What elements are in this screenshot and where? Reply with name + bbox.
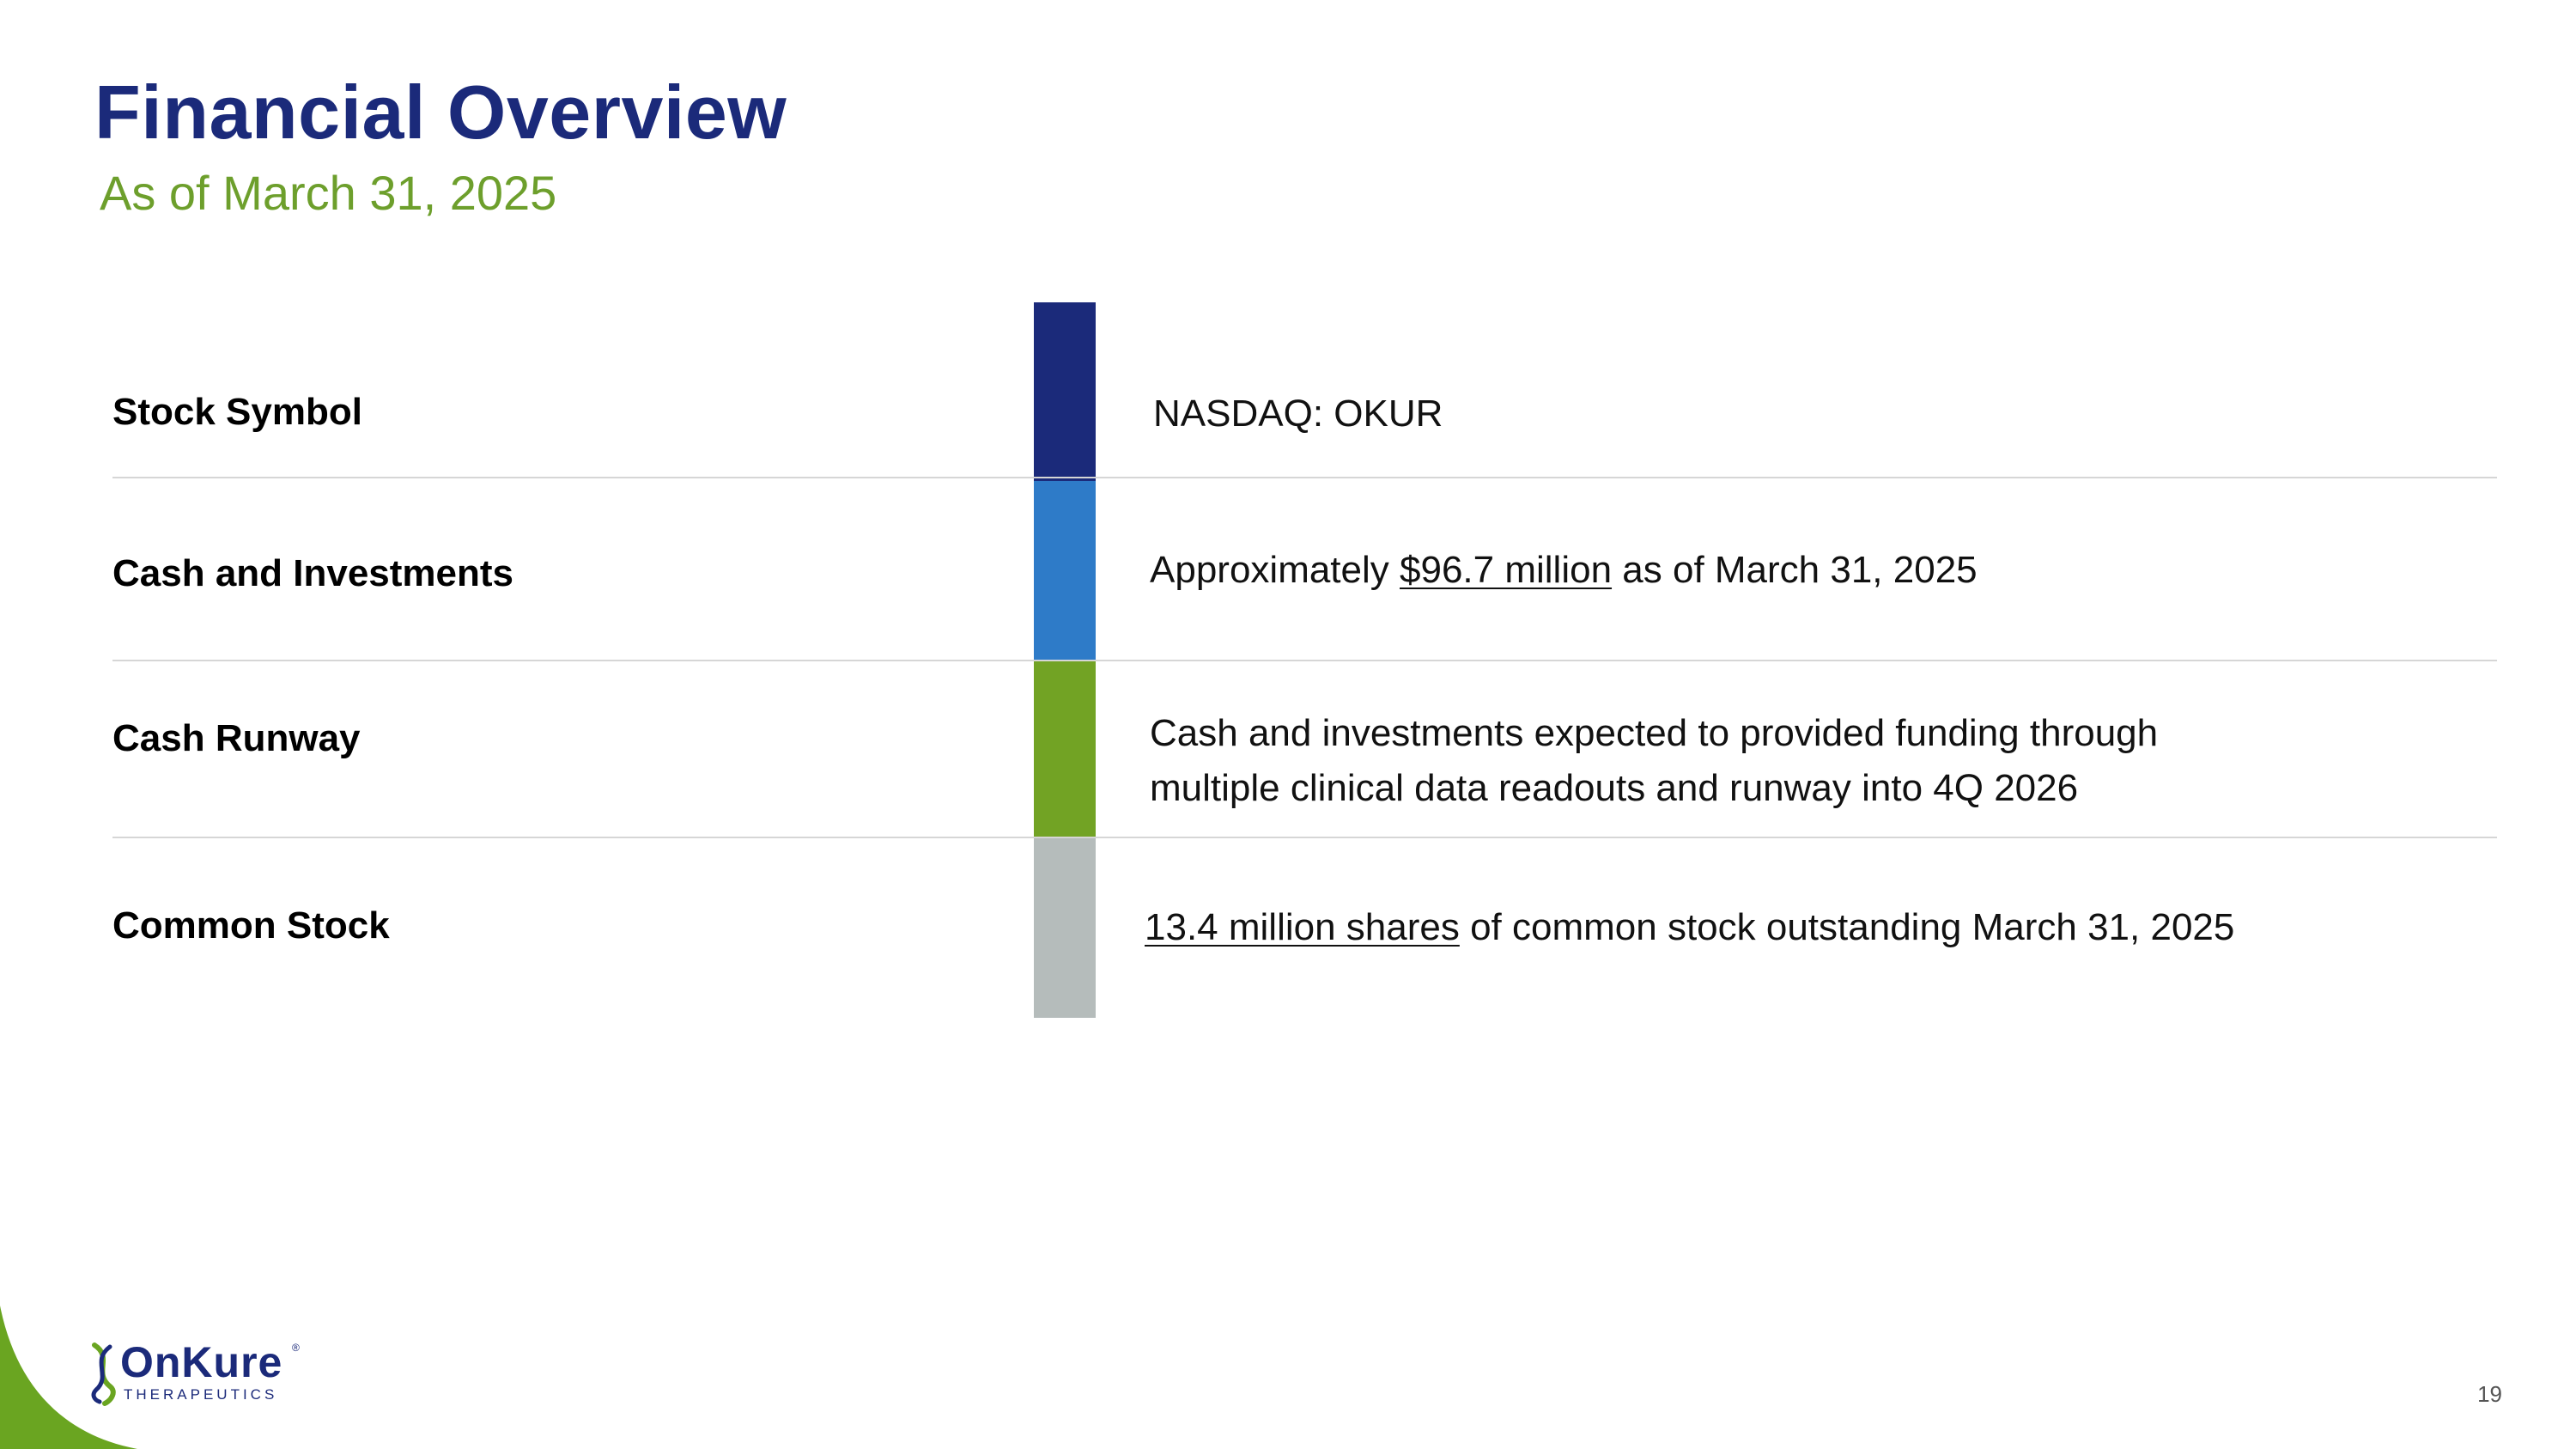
cash-amount-link[interactable]: $96.7 million — [1400, 549, 1613, 591]
row-value-cash-investments: Approximately $96.7 million as of March … — [1150, 543, 1978, 598]
page-number: 19 — [2477, 1381, 2502, 1407]
row-divider — [112, 837, 2497, 838]
row-value-common-stock: 13.4 million shares of common stock outs… — [1145, 900, 2234, 955]
row-label-stock-symbol: Stock Symbol — [112, 391, 362, 433]
runway-line-2: multiple clinical data readouts and runw… — [1150, 767, 2079, 809]
slide-title: Financial Overview — [94, 70, 787, 155]
shares-link[interactable]: 13.4 million shares — [1145, 906, 1460, 948]
onkure-logo: OnKure ® THERAPEUTICS — [86, 1338, 309, 1407]
slide-subtitle: As of March 31, 2025 — [100, 166, 557, 220]
row-value-cash-runway: Cash and investments expected to provide… — [1150, 706, 2158, 816]
dna-helix-icon — [91, 1342, 116, 1406]
color-bar-cash-runway — [1034, 660, 1096, 837]
color-bar-stock-symbol — [1034, 302, 1096, 481]
row-divider — [112, 477, 2497, 478]
value-suffix: of common stock outstanding March 31, 20… — [1459, 906, 2235, 948]
logo-name: OnKure — [120, 1338, 283, 1386]
color-bar-common-stock — [1034, 837, 1096, 1018]
value-prefix: Approximately — [1150, 549, 1400, 591]
row-divider — [112, 660, 2497, 661]
logo-tagline: THERAPEUTICS — [124, 1386, 278, 1403]
value-suffix: as of March 31, 2025 — [1612, 549, 1978, 591]
row-label-common-stock: Common Stock — [112, 904, 390, 947]
row-value-stock-symbol: NASDAQ: OKUR — [1153, 393, 1443, 435]
logo-registered-mark: ® — [292, 1342, 300, 1354]
row-label-cash-runway: Cash Runway — [112, 717, 361, 759]
row-label-cash-investments: Cash and Investments — [112, 552, 514, 594]
runway-line-1: Cash and investments expected to provide… — [1150, 712, 2159, 754]
corner-swoosh-decoration — [0, 1306, 137, 1449]
color-bar-cash-investments — [1034, 481, 1096, 660]
